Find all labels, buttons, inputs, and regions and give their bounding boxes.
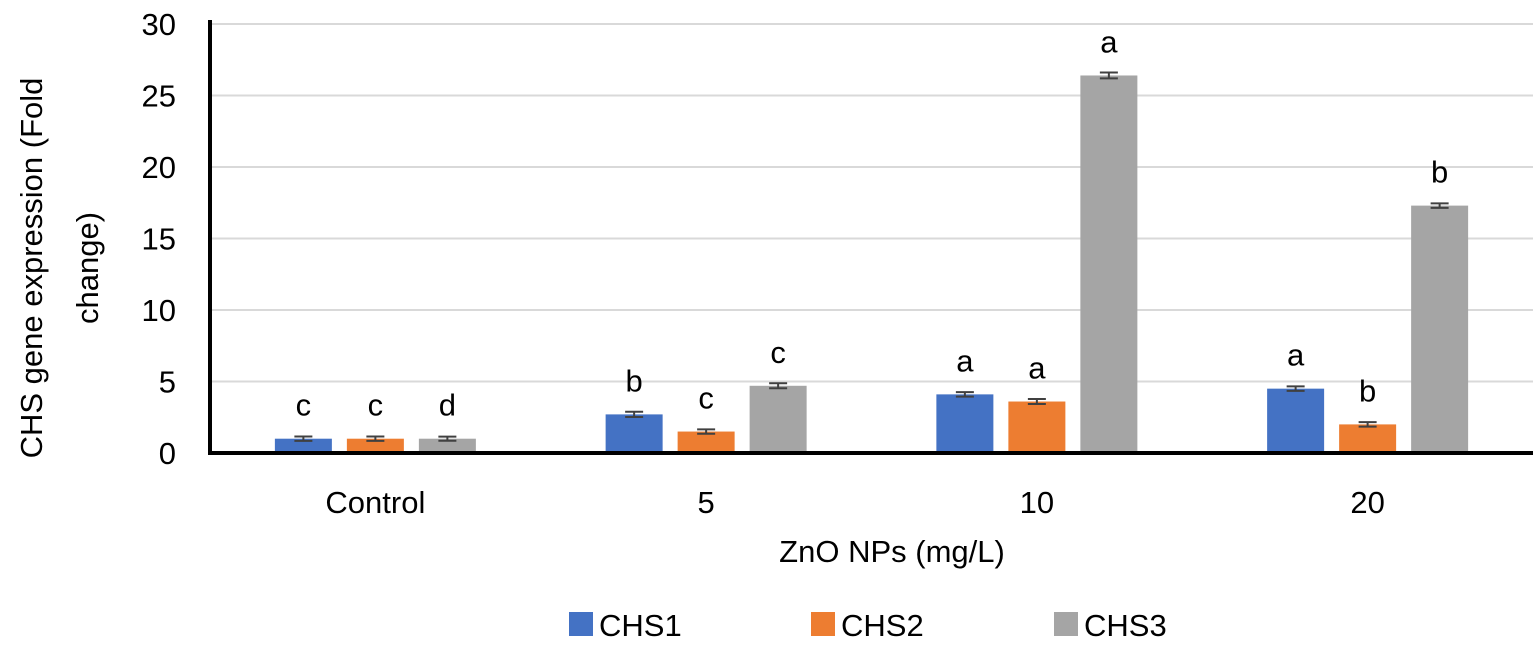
legend-swatch-chs2	[811, 612, 835, 636]
legend-label-chs3: CHS3	[1084, 608, 1167, 643]
significance-label: a	[1100, 24, 1118, 59]
legend: CHS1 CHS2 CHS3	[569, 608, 1167, 643]
significance-label: c	[770, 335, 786, 370]
significance-label: a	[956, 343, 974, 378]
bar-chs1	[936, 394, 994, 453]
significance-label: d	[439, 388, 456, 423]
x-tick-label: Control	[325, 485, 425, 520]
gridlines	[210, 23, 1533, 383]
significance-label: c	[296, 388, 312, 423]
significance-label: c	[368, 388, 384, 423]
x-tick-labels: Control 5 10 20	[325, 485, 1384, 520]
bar-chs3	[418, 438, 476, 453]
y-axis-title-line-2: change)	[70, 212, 105, 324]
bar-chs1	[1267, 388, 1325, 453]
x-tick-label: 10	[1020, 485, 1054, 520]
bar-chs3	[749, 385, 807, 453]
bar-chs2	[1339, 424, 1397, 453]
y-tick-label: 0	[159, 436, 176, 471]
y-tick-label: 20	[142, 150, 176, 185]
significance-label: b	[626, 363, 643, 398]
bar-chs2	[1008, 401, 1066, 453]
legend-label-chs2: CHS2	[841, 608, 924, 643]
bar-chs3	[1411, 205, 1469, 453]
significance-label: a	[1028, 351, 1046, 386]
y-tick-label: 5	[159, 365, 176, 400]
bar-chs2	[677, 431, 735, 453]
x-tick-label: 20	[1350, 485, 1384, 520]
significance-label: c	[698, 381, 714, 416]
legend-swatch-chs1	[569, 612, 593, 636]
significance-label: b	[1359, 373, 1376, 408]
bar-chs2	[346, 438, 404, 453]
legend-label-chs1: CHS1	[599, 608, 682, 643]
y-tick-label: 25	[142, 79, 176, 114]
y-tick-label: 15	[142, 222, 176, 257]
axes	[208, 20, 1533, 455]
bars	[274, 71, 1469, 453]
significance-label: a	[1287, 338, 1305, 373]
bar-chs3	[1080, 75, 1138, 453]
y-tick-label: 30	[142, 7, 176, 42]
y-tick-label: 10	[142, 293, 176, 328]
y-tick-labels: 0 5 10 15 20 25 30	[142, 7, 176, 471]
significance-labels: c c d b c c a a a a b b	[296, 24, 1449, 422]
legend-swatch-chs3	[1054, 612, 1078, 636]
x-tick-label: 5	[698, 485, 715, 520]
y-axis-title-line-1: CHS gene expression (Fold	[14, 78, 49, 459]
bar-chs1	[274, 438, 332, 453]
bar-chs1	[605, 414, 663, 453]
x-axis-title: ZnO NPs (mg/L)	[779, 534, 1005, 569]
significance-label: b	[1431, 155, 1448, 190]
